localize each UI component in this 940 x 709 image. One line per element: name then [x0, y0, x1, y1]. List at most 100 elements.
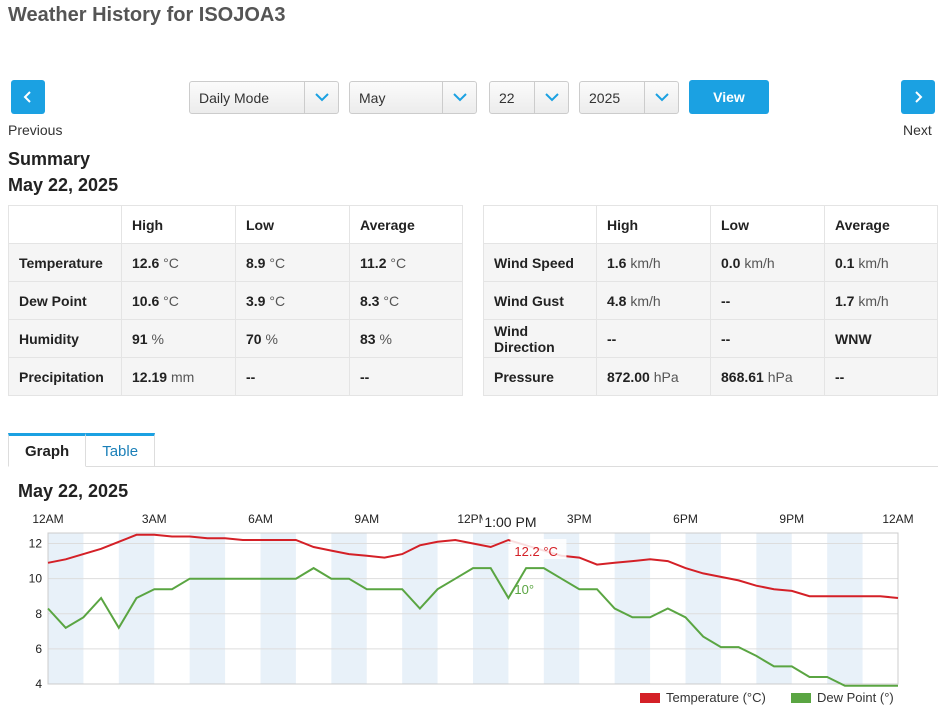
hour-band [685, 533, 721, 684]
cell-value: 70 [246, 330, 262, 347]
x-tick-label: 3AM [142, 512, 167, 526]
x-tick-label: 6PM [673, 512, 698, 526]
mode-select-value: Daily Mode [199, 89, 270, 106]
row-label: Wind Gust [483, 281, 597, 320]
temperature-line [47, 533, 899, 599]
hour-band [473, 533, 509, 684]
tab-table[interactable]: Table [86, 433, 156, 467]
legend-swatch [640, 692, 660, 703]
summary-title: Summary [8, 149, 91, 169]
table-header: High [596, 205, 711, 244]
view-button[interactable]: View [689, 80, 769, 114]
cell-low: -- [235, 357, 350, 396]
chevron-right-icon [915, 91, 923, 103]
row-label: Humidity [8, 319, 122, 358]
hour-band [48, 533, 84, 684]
legend-temperature[interactable]: Temperature (°C) [640, 690, 766, 705]
cell-unit: km/h [858, 254, 889, 271]
cell-low: 868.61 hPa [710, 357, 825, 396]
table-header [8, 205, 122, 244]
cell-value: 868.61 [721, 368, 764, 385]
cell-avg: 8.3 °C [349, 281, 463, 320]
table-header: Average [824, 205, 938, 244]
tab-graph[interactable]: Graph [8, 433, 87, 467]
cell-low: -- [710, 319, 825, 358]
graph-date: May 22, 2025 [18, 481, 129, 501]
hour-band [260, 533, 296, 684]
hour-band [827, 533, 863, 684]
table-row: Wind Speed 1.6 km/h 0.0 km/h 0.1 km/h [483, 243, 938, 282]
cell-unit: °C [163, 254, 179, 271]
x-tick-label: 12AM [32, 512, 63, 526]
table-row: Precipitation 12.19 mm -- -- [8, 357, 463, 396]
cell-avg: -- [824, 357, 938, 396]
year-select[interactable]: 2025 [579, 81, 679, 114]
y-tick-label: 6 [35, 642, 42, 656]
cell-low: 0.0 km/h [710, 243, 825, 282]
x-tick-label: 12PM [457, 512, 488, 526]
month-select[interactable]: May [349, 81, 477, 114]
next-button[interactable] [901, 80, 935, 114]
chevron-down-icon [654, 93, 669, 102]
cell-high: 1.6 km/h [596, 243, 711, 282]
cell-value: 10.6 [132, 292, 160, 309]
cell-value: 12.6 [132, 254, 160, 271]
table-row: Humidity 91 % 70 % 83 % [8, 319, 463, 358]
cell-unit: °C [383, 292, 400, 309]
x-tick-label: 9PM [779, 512, 804, 526]
y-tick-label: 8 [35, 607, 42, 621]
summary-table-left: High Low Average Temperature 12.6 °C 8.9 °… [8, 205, 463, 396]
y-tick-label: 12 [29, 537, 43, 551]
tooltip-time: 1:00 PM [484, 514, 536, 530]
cell-value: 1.6 [607, 254, 627, 271]
cell-value: 872.00 [607, 368, 650, 385]
summary-table-right: High Low Average Wind Speed 1.6 km/h 0.0 k… [483, 205, 938, 396]
cell-unit: mm [170, 368, 195, 385]
cell-unit: % [379, 330, 392, 347]
chevron-left-icon [23, 91, 31, 103]
previous-button[interactable] [11, 80, 45, 114]
cell-value: 3.9 [246, 292, 266, 309]
legend-swatch [791, 692, 811, 703]
cell-low: 8.9 °C [235, 243, 350, 282]
hour-band [614, 533, 651, 684]
cell-value: 12.19 [132, 368, 168, 385]
legend-label: Dew Point (°) [817, 690, 894, 705]
cell-low: 3.9 °C [235, 281, 350, 320]
cell-value: -- [721, 292, 731, 309]
cell-avg: 1.7 km/h [824, 281, 938, 320]
cell-avg: 83 % [349, 319, 463, 358]
chevron-down-icon [452, 93, 467, 102]
y-tick-label: 10 [29, 572, 43, 586]
cell-value: 83 [360, 330, 376, 347]
x-tick-label: 3PM [567, 512, 592, 526]
cell-unit: % [265, 330, 278, 347]
summary-date: May 22, 2025 [8, 175, 119, 195]
cell-avg: 0.1 km/h [824, 243, 938, 282]
cell-unit: km/h [744, 254, 775, 271]
cell-unit: °C [269, 254, 286, 271]
previous-label[interactable]: Previous [8, 122, 63, 138]
next-label[interactable]: Next [903, 122, 932, 138]
day-select[interactable]: 22 [489, 81, 569, 114]
cell-value: 0.0 [721, 254, 741, 271]
table-row: Temperature 12.6 °C 8.9 °C 11.2 °C [8, 243, 463, 282]
legend-label: Temperature (°C) [666, 690, 766, 705]
cell-value: 91 [132, 330, 148, 347]
cell-value: -- [721, 330, 731, 347]
mode-select[interactable]: Daily Mode [189, 81, 339, 114]
legend-dew-point[interactable]: Dew Point (°) [791, 690, 894, 705]
cell-unit: hPa [653, 368, 679, 385]
hour-band [118, 533, 155, 684]
cell-value: -- [835, 368, 845, 385]
chevron-down-icon [544, 93, 559, 102]
year-select-value: 2025 [589, 89, 621, 106]
table-header: Average [349, 205, 463, 244]
cell-value: 4.8 [607, 292, 627, 309]
x-tick-label: 9AM [354, 512, 379, 526]
row-label: Wind Direction [483, 319, 597, 358]
cell-high: 4.8 km/h [596, 281, 711, 320]
weather-chart[interactable]: 12 10 8 6 4 12AM 3AM 6AM 9AM 12PM 3PM 6PM 9PM 12AM 1:0… [0, 505, 940, 690]
cell-unit: km/h [630, 254, 661, 271]
cell-low: -- [710, 281, 825, 320]
